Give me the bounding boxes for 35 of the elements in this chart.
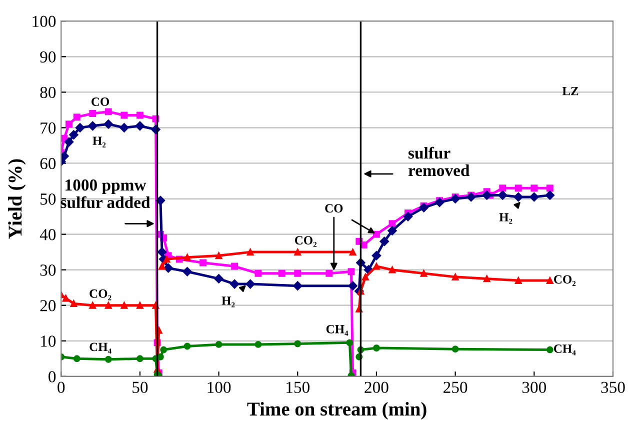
y-tick-label: 70 bbox=[40, 122, 56, 134]
x-tick-label: 350 bbox=[601, 382, 625, 394]
annotation: CO bbox=[325, 204, 343, 213]
y-tick-label: 40 bbox=[40, 228, 56, 240]
y-tick-label: 30 bbox=[40, 264, 56, 276]
x-tick-label: 0 bbox=[58, 382, 65, 394]
annotation: H₂ bbox=[499, 213, 512, 224]
annotation: H₂ bbox=[222, 296, 235, 308]
annotation: CO₂ bbox=[294, 236, 317, 247]
y-tick-label: 10 bbox=[41, 336, 56, 347]
y-tick-label: 60 bbox=[40, 158, 56, 170]
x-tick-label: 100 bbox=[208, 382, 231, 394]
y-tick-label: 0 bbox=[48, 371, 56, 382]
annotation: CH₄ bbox=[326, 324, 348, 336]
annotation: CH₄ bbox=[554, 344, 576, 356]
x-tick-label: 250 bbox=[444, 382, 468, 394]
annotation: CO₂ bbox=[90, 289, 112, 300]
y-tick-label: 80 bbox=[40, 86, 56, 98]
y-tick-label: 20 bbox=[40, 300, 56, 312]
annotation: CH₄ bbox=[90, 342, 112, 354]
ref-line-label: sulfur removed bbox=[408, 146, 470, 176]
annotation: CO bbox=[92, 98, 110, 106]
annotation: LZ bbox=[562, 86, 578, 96]
ref-line-label: 1000 ppmw sulfur added bbox=[60, 179, 150, 208]
annotation: CO₂ bbox=[554, 275, 576, 286]
y-tick-label: 100 bbox=[32, 16, 56, 28]
x-axis-title: Time on stream (min) bbox=[247, 402, 426, 420]
x-tick-label: 200 bbox=[364, 382, 388, 394]
x-tick-label: 50 bbox=[132, 382, 148, 394]
y-axis-title: Yield (%) bbox=[8, 159, 26, 239]
x-tick-label: 150 bbox=[286, 382, 310, 394]
x-tick-label: 300 bbox=[522, 382, 546, 394]
y-tick-label: 50 bbox=[40, 193, 56, 205]
annotation: H₂ bbox=[92, 136, 106, 148]
y-tick-label: 90 bbox=[40, 51, 56, 63]
